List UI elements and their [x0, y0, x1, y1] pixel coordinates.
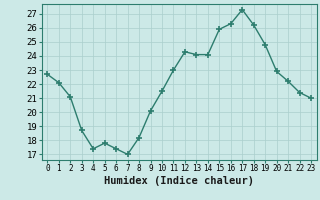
X-axis label: Humidex (Indice chaleur): Humidex (Indice chaleur) — [104, 176, 254, 186]
